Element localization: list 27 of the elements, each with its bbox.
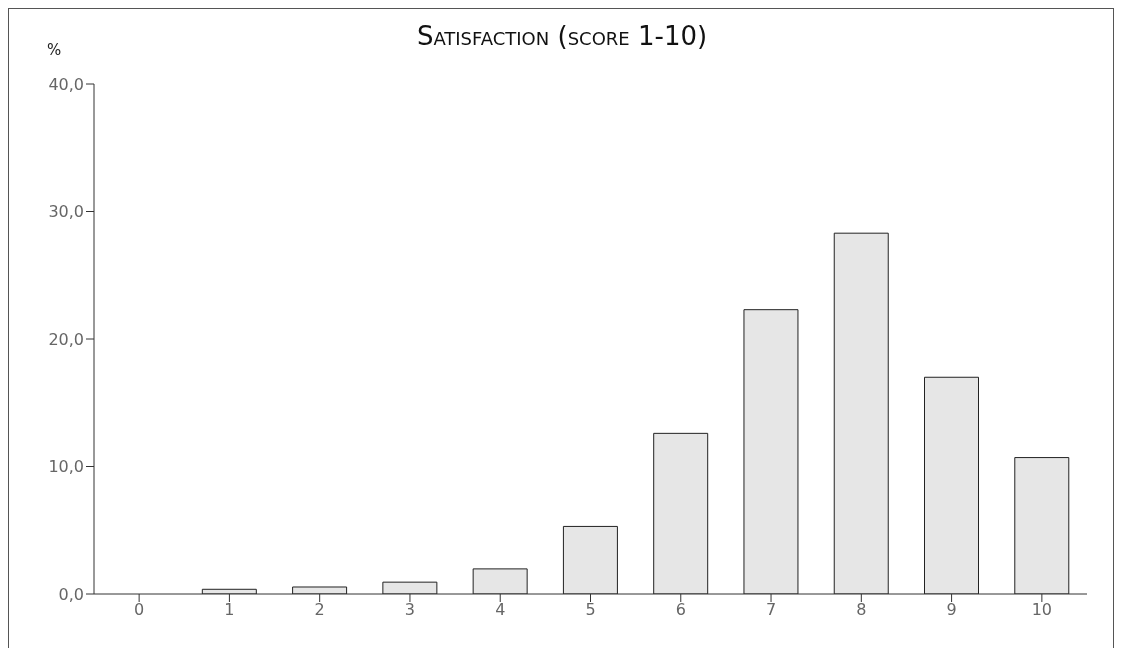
x-tick-label: 1 bbox=[224, 600, 235, 620]
bar bbox=[833, 232, 889, 594]
bar bbox=[562, 525, 618, 594]
x-tick-label: 10 bbox=[1031, 600, 1053, 620]
bar bbox=[924, 376, 980, 594]
bar bbox=[472, 568, 528, 594]
y-tick-label: 20,0 bbox=[48, 329, 84, 349]
y-axis-title: % bbox=[47, 41, 62, 59]
x-tick-label: 4 bbox=[495, 600, 506, 620]
y-tick-label: 0,0 bbox=[58, 584, 84, 604]
bar bbox=[292, 586, 348, 594]
bar bbox=[743, 309, 799, 594]
x-tick-label: 7 bbox=[765, 600, 777, 620]
x-tick-label: 9 bbox=[946, 600, 957, 620]
bar bbox=[382, 581, 438, 594]
y-tick-label: 40,0 bbox=[48, 74, 84, 94]
x-tick-label: 2 bbox=[314, 600, 325, 620]
chart-title: Satisfaction (score 1-10) bbox=[416, 21, 708, 51]
x-tick-label: 5 bbox=[585, 600, 596, 620]
x-tick-label: 8 bbox=[856, 600, 867, 620]
x-tick-label: 6 bbox=[675, 600, 686, 620]
y-tick-label: 10,0 bbox=[48, 457, 84, 477]
y-tick-label: 30,0 bbox=[48, 202, 84, 222]
bar bbox=[1014, 457, 1070, 594]
bar bbox=[653, 432, 709, 594]
x-tick-label: 0 bbox=[134, 600, 145, 620]
x-tick-label: 3 bbox=[404, 600, 416, 620]
